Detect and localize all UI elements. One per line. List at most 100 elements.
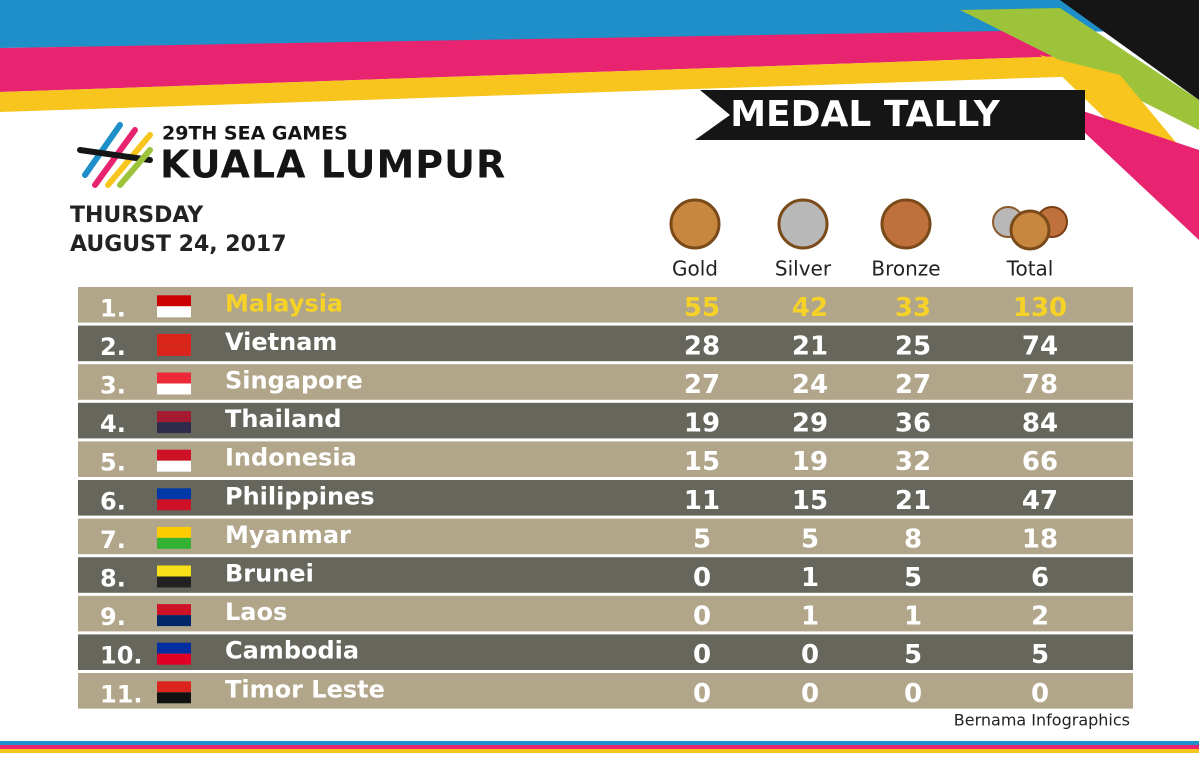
table-row — [78, 518, 1133, 555]
country: Timor Leste — [225, 675, 385, 703]
medal-count: 5 — [1031, 640, 1049, 670]
day: THURSDAY — [70, 203, 204, 228]
flag — [157, 642, 191, 654]
country: Malaysia — [225, 289, 343, 317]
medal-icon — [669, 198, 721, 250]
table-row — [78, 595, 1133, 632]
country: Thailand — [225, 405, 342, 433]
medal-count: 0 — [801, 679, 819, 709]
banner-bg — [695, 90, 1085, 140]
country: Singapore — [225, 367, 363, 395]
medal-count: 25 — [895, 331, 931, 361]
rank: 7. — [100, 526, 126, 554]
table-row — [78, 441, 1133, 477]
medal-count: 0 — [693, 563, 711, 593]
flag — [157, 499, 191, 511]
medal-count: 36 — [895, 409, 931, 439]
medal-count: 2 — [1031, 602, 1049, 632]
rank: 5. — [100, 449, 126, 477]
medal-count: 0 — [904, 679, 922, 709]
medal-count: 0 — [693, 640, 711, 670]
corner-pink — [1050, 100, 1199, 240]
flag — [157, 565, 191, 577]
banner-text: MEDAL TALLY — [730, 94, 1001, 135]
table-row — [78, 557, 1133, 593]
medal-count: 66 — [1022, 447, 1058, 477]
column-header: Bronze — [871, 257, 940, 281]
bottom-stripe-pink — [0, 745, 1199, 749]
table-row — [78, 325, 1133, 362]
date: AUGUST 24, 2017 — [70, 232, 287, 257]
flag — [157, 681, 191, 693]
flag — [157, 383, 191, 395]
column-header: Silver — [775, 257, 832, 281]
country: Philippines — [225, 482, 375, 510]
flag — [157, 295, 191, 307]
medal-count: 32 — [895, 447, 931, 477]
column-header: Total — [1006, 257, 1054, 281]
flag — [157, 422, 191, 434]
medal-count: 8 — [904, 524, 922, 554]
flag — [157, 411, 191, 423]
table-row — [78, 287, 1133, 323]
medal-count: 24 — [792, 370, 828, 400]
bottom-stripe-yellow — [0, 749, 1199, 753]
flag — [157, 537, 191, 549]
country: Laos — [225, 598, 287, 626]
medal-count: 0 — [1031, 679, 1049, 709]
column-header: Gold — [672, 257, 718, 281]
rank: 10. — [100, 642, 143, 670]
table-row — [78, 402, 1133, 439]
flag — [157, 449, 191, 461]
logo-mark — [77, 122, 153, 188]
medal-count: 27 — [895, 370, 931, 400]
medal-count: 6 — [1031, 563, 1049, 593]
medal-count: 78 — [1022, 370, 1058, 400]
medal-count: 5 — [693, 524, 711, 554]
flag — [157, 526, 191, 538]
medal-count: 28 — [684, 331, 720, 361]
flag — [157, 344, 191, 356]
flag — [157, 692, 191, 704]
medal-count: 1 — [904, 602, 922, 632]
flag — [157, 615, 191, 627]
medal-count: 33 — [895, 293, 931, 323]
country: Vietnam — [225, 328, 337, 356]
rank: 2. — [100, 333, 126, 361]
flag — [157, 488, 191, 500]
medal-count: 11 — [684, 486, 720, 516]
medal-count: 5 — [904, 563, 922, 593]
stripe-blue — [0, 0, 1199, 48]
table-row — [78, 480, 1133, 516]
medal-icon — [880, 198, 932, 250]
flag — [157, 576, 191, 588]
medal-count: 27 — [684, 370, 720, 400]
medal-icon — [1009, 209, 1051, 251]
corner-black — [1060, 0, 1199, 100]
medal-count: 5 — [801, 524, 819, 554]
medal-count: 18 — [1022, 524, 1058, 554]
flag — [157, 306, 191, 318]
medal-count: 19 — [684, 409, 720, 439]
rank: 4. — [100, 410, 126, 438]
country: Indonesia — [225, 444, 357, 472]
medal-count: 29 — [792, 409, 828, 439]
medal-count: 21 — [792, 331, 828, 361]
table-row — [78, 673, 1133, 709]
flag — [157, 653, 191, 665]
country: Myanmar — [225, 521, 351, 549]
rank: 3. — [100, 372, 126, 400]
flag — [157, 372, 191, 384]
medal-count: 1 — [801, 602, 819, 632]
flag — [157, 460, 191, 472]
medal-count: 15 — [684, 447, 720, 477]
logo-subtitle: 29TH SEA GAMES — [162, 123, 348, 145]
rank: 1. — [100, 294, 126, 322]
flag — [157, 333, 191, 345]
bottom-stripe-blue — [0, 741, 1199, 745]
medal-count: 55 — [684, 293, 720, 323]
rank: 6. — [100, 487, 126, 515]
rank: 9. — [100, 603, 126, 631]
medal-count: 47 — [1022, 486, 1058, 516]
